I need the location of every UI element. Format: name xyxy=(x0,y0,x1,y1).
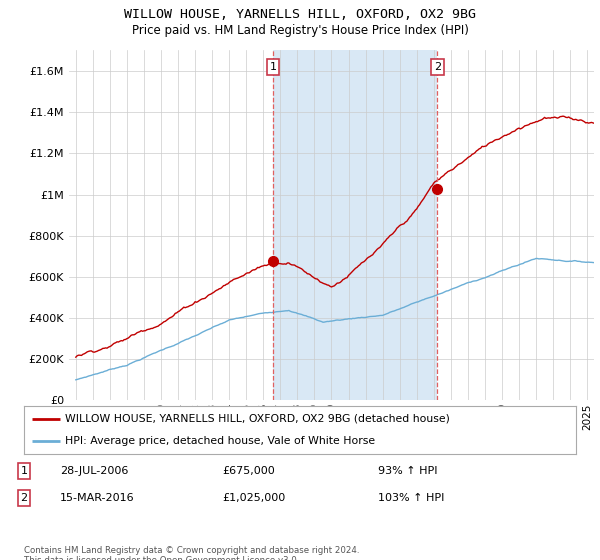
Text: 15-MAR-2016: 15-MAR-2016 xyxy=(60,493,134,503)
Text: 1: 1 xyxy=(269,62,277,72)
Text: WILLOW HOUSE, YARNELLS HILL, OXFORD, OX2 9BG (detached house): WILLOW HOUSE, YARNELLS HILL, OXFORD, OX2… xyxy=(65,414,450,424)
Text: WILLOW HOUSE, YARNELLS HILL, OXFORD, OX2 9BG: WILLOW HOUSE, YARNELLS HILL, OXFORD, OX2… xyxy=(124,8,476,21)
Text: 1: 1 xyxy=(20,466,28,476)
Text: 2: 2 xyxy=(20,493,28,503)
Text: £1,025,000: £1,025,000 xyxy=(222,493,285,503)
Text: £675,000: £675,000 xyxy=(222,466,275,476)
Text: 28-JUL-2006: 28-JUL-2006 xyxy=(60,466,128,476)
Text: 93% ↑ HPI: 93% ↑ HPI xyxy=(378,466,437,476)
Bar xyxy=(273,50,437,400)
Text: 2: 2 xyxy=(434,62,441,72)
Text: HPI: Average price, detached house, Vale of White Horse: HPI: Average price, detached house, Vale… xyxy=(65,436,376,446)
Text: Price paid vs. HM Land Registry's House Price Index (HPI): Price paid vs. HM Land Registry's House … xyxy=(131,24,469,36)
Text: Contains HM Land Registry data © Crown copyright and database right 2024.
This d: Contains HM Land Registry data © Crown c… xyxy=(24,546,359,560)
Text: 103% ↑ HPI: 103% ↑ HPI xyxy=(378,493,445,503)
